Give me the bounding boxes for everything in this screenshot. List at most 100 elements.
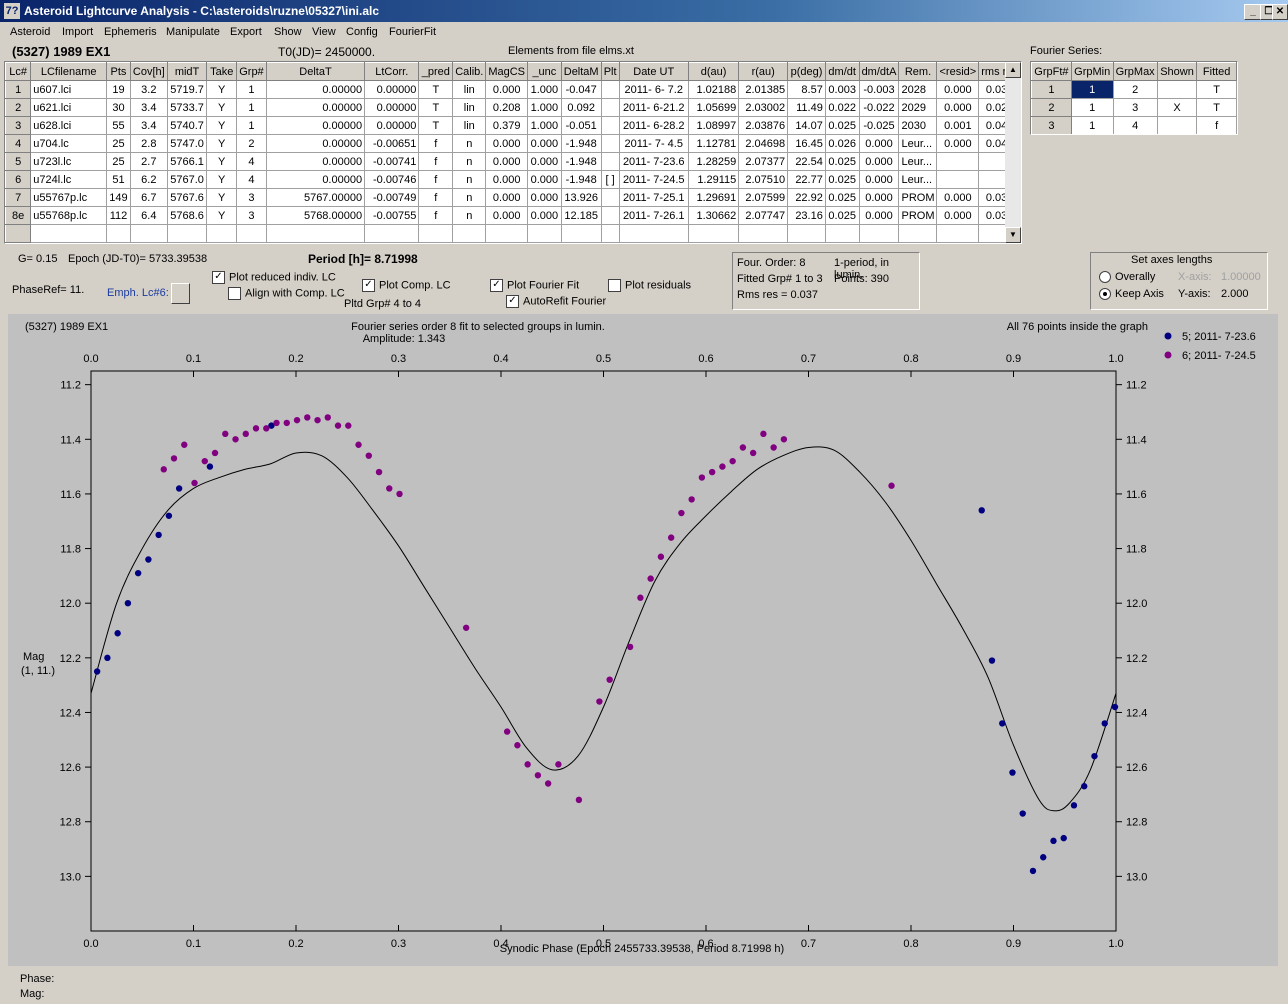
lc-cell[interactable]: 0.000 (936, 206, 980, 225)
lc-cell[interactable]: 25 (106, 134, 131, 153)
lc-cell[interactable]: 3 (236, 206, 267, 225)
lc-cell[interactable]: u723l.lc (30, 152, 108, 171)
lc-table-row[interactable]: 5 u723l.lc 25 2.7 5766.1 Y 4 0.00000 -0.00741 f n 0… (5, 152, 1021, 171)
lc-cell[interactable] (418, 224, 454, 243)
scroll-down-arrow-icon[interactable]: ▼ (1005, 227, 1021, 243)
lc-cell[interactable]: lin (452, 98, 487, 117)
lc-cell[interactable] (936, 224, 980, 243)
xaxis-value[interactable]: 1.00000 (1221, 271, 1261, 283)
lc-cell[interactable]: [ ] (600, 170, 620, 189)
lc-cell[interactable]: 2.04698 (738, 134, 789, 153)
lc-cell[interactable]: 0.000 (485, 188, 529, 207)
lc-cell[interactable]: 0.379 (485, 116, 529, 135)
lc-col-header[interactable]: LCfilename (30, 62, 108, 81)
lc-cell[interactable]: 2011- 7-25.1 (618, 188, 689, 207)
fourier-cell[interactable]: 4 (1112, 116, 1158, 134)
lc-cell[interactable]: 5767.0 (166, 170, 208, 189)
lc-cell[interactable]: 0.000 (485, 134, 529, 153)
plot-resid-checkbox[interactable] (608, 279, 621, 292)
lc-cell[interactable]: -1.948 (560, 152, 602, 171)
fourier-cell[interactable]: 2 (1112, 80, 1158, 99)
lc-cell[interactable]: 0.001 (936, 116, 980, 135)
lc-cell[interactable]: 0.000 (485, 206, 529, 225)
lc-row-number[interactable]: 3 (5, 116, 32, 135)
lc-cell[interactable]: Y (206, 188, 238, 207)
menu-manipulate[interactable]: Manipulate (166, 26, 220, 38)
lc-cell[interactable]: Y (206, 170, 238, 189)
lc-col-header[interactable]: dm/dtA (858, 62, 900, 81)
lc-cell[interactable]: 1.000 (527, 80, 562, 99)
lc-col-header[interactable]: midT (166, 62, 208, 81)
lc-col-header[interactable]: r(au) (738, 62, 789, 81)
lc-cell[interactable]: Leur... (898, 152, 938, 171)
lc-cell[interactable]: 1.12781 (687, 134, 740, 153)
lc-col-header[interactable]: Lc# (5, 62, 32, 81)
lc-cell[interactable] (600, 116, 620, 135)
lc-cell[interactable]: 2011- 7-23.6 (618, 152, 689, 171)
lc-cell[interactable] (738, 224, 789, 243)
overally-option[interactable]: Overally (1099, 271, 1155, 284)
lc-cell[interactable]: 0.000 (936, 134, 980, 153)
lc-cell[interactable]: 5767.00000 (265, 188, 366, 207)
lc-cell[interactable]: 0.022 (824, 98, 860, 117)
lc-row-number[interactable]: 1 (5, 80, 32, 99)
lc-cell[interactable]: 1 (236, 116, 267, 135)
lc-cell[interactable]: Leur... (898, 134, 938, 153)
lightcurve-chart[interactable]: (5327) 1989 EX1 Fourier series order 8 f… (8, 314, 1278, 966)
lc-cell[interactable]: 5733.7 (166, 98, 208, 117)
lc-cell[interactable]: PROM (898, 188, 938, 207)
lc-cell[interactable]: 0.025 (824, 170, 860, 189)
lc-cell[interactable] (600, 206, 620, 225)
lc-cell[interactable]: 4 (236, 170, 267, 189)
lc-cell[interactable]: 2028 (898, 80, 938, 99)
lc-cell[interactable]: Y (206, 152, 238, 171)
lc-cell[interactable]: u724l.lc (30, 170, 108, 189)
lc-cell[interactable]: 1.02188 (687, 80, 740, 99)
lc-cell[interactable]: 2011- 6-21.2 (618, 98, 689, 117)
lc-cell[interactable]: 2.8 (129, 134, 168, 153)
lc-cell[interactable]: 6.4 (129, 206, 168, 225)
lc-cell[interactable]: f (418, 134, 454, 153)
lc-cell[interactable] (936, 170, 980, 189)
lc-cell[interactable] (265, 224, 366, 243)
lc-cell[interactable]: 0.000 (936, 98, 980, 117)
lc-cell[interactable]: 0.000 (936, 188, 980, 207)
lc-cell[interactable]: -0.047 (560, 80, 602, 99)
lc-cell[interactable]: 0.025 (824, 206, 860, 225)
lc-cell[interactable]: 1.29691 (687, 188, 740, 207)
lc-table-scrollbar[interactable]: ▲ ▼ (1005, 62, 1021, 243)
lc-cell[interactable]: 2.07377 (738, 152, 789, 171)
lc-cell[interactable]: 22.77 (787, 170, 826, 189)
lc-cell[interactable]: 0.00000 (265, 80, 366, 99)
lc-cell[interactable]: u55767p.lc (30, 188, 108, 207)
lc-cell[interactable]: 22.92 (787, 188, 826, 207)
fourier-col-header[interactable]: Shown (1156, 62, 1198, 81)
lc-cell[interactable]: 112 (106, 206, 131, 225)
lc-cell[interactable] (600, 134, 620, 153)
lc-cell[interactable] (129, 224, 168, 243)
menu-import[interactable]: Import (62, 26, 94, 38)
keep-axis-option[interactable]: Keep Axis (1099, 288, 1164, 301)
lc-cell[interactable]: 16.45 (787, 134, 826, 153)
lc-cell[interactable] (898, 224, 938, 243)
lc-cell[interactable]: 6.2 (129, 170, 168, 189)
lc-col-header[interactable]: Cov[h] (129, 62, 168, 81)
lc-cell[interactable]: 19 (106, 80, 131, 99)
lc-cell[interactable]: 8.57 (787, 80, 826, 99)
lc-cell[interactable]: 0.025 (824, 116, 860, 135)
fourier-row-number[interactable]: 2 (1031, 98, 1072, 117)
lc-cell[interactable]: 0.000 (527, 134, 562, 153)
lc-col-header[interactable]: Pts (106, 62, 131, 81)
lc-cell[interactable]: 0.025 (824, 188, 860, 207)
lc-cell[interactable]: 12.185 (560, 206, 602, 225)
lc-cell[interactable]: 0.000 (485, 80, 529, 99)
fourier-col-header[interactable]: GrpMin (1070, 62, 1114, 81)
lc-col-header[interactable]: Rem. (898, 62, 938, 81)
lc-cell[interactable]: 0.000 (858, 134, 900, 153)
lc-cell[interactable]: 0.092 (560, 98, 602, 117)
lc-cell[interactable]: 0.00000 (265, 98, 366, 117)
lc-row-number[interactable]: 7 (5, 188, 32, 207)
lc-cell[interactable] (787, 224, 826, 243)
lc-cell[interactable] (618, 224, 689, 243)
